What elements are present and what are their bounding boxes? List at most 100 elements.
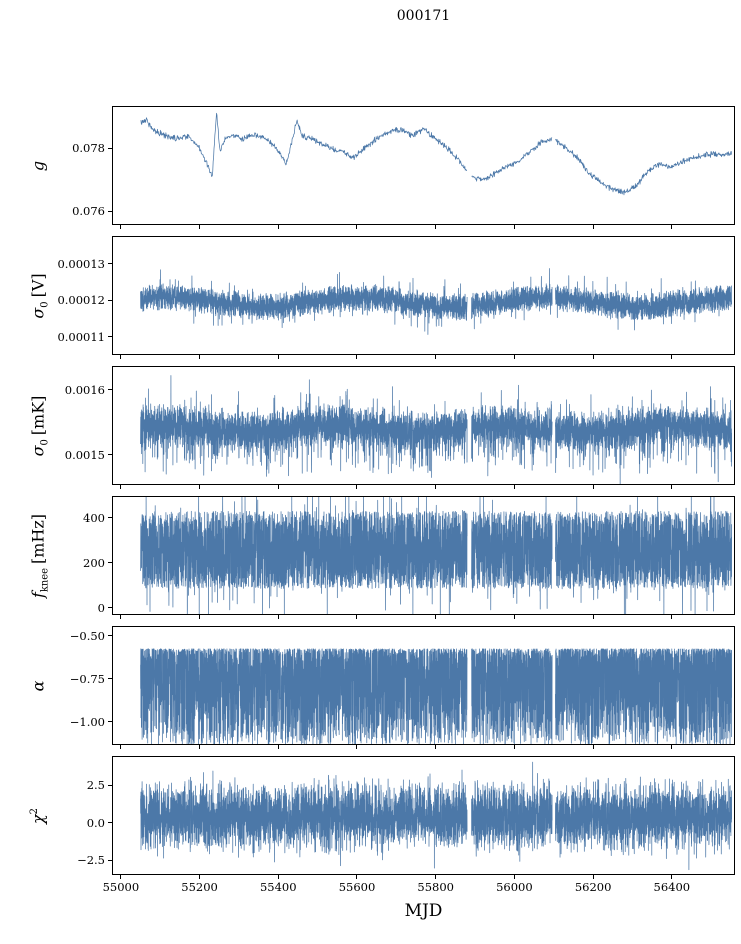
x-tick bbox=[120, 745, 122, 749]
x-tick bbox=[592, 615, 594, 619]
y-tick bbox=[108, 454, 112, 456]
x-tick bbox=[513, 875, 515, 879]
x-tick bbox=[513, 615, 515, 619]
axis-symbol: g bbox=[28, 160, 47, 171]
y-tick bbox=[108, 263, 112, 265]
y-tick bbox=[108, 210, 112, 212]
x-tick bbox=[435, 485, 437, 489]
y-tick bbox=[108, 859, 112, 861]
panel-g bbox=[112, 106, 735, 225]
x-tick bbox=[671, 745, 673, 749]
y-tick-label: −2.5 bbox=[77, 853, 105, 868]
y-tick-label: 0.00013 bbox=[57, 256, 105, 271]
x-tick bbox=[435, 355, 437, 359]
x-tick bbox=[592, 355, 594, 359]
x-tick bbox=[592, 875, 594, 879]
x-tick-label: 56200 bbox=[574, 880, 612, 894]
x-tick-label: 56000 bbox=[496, 880, 533, 894]
x-tick bbox=[513, 745, 515, 749]
x-tick bbox=[671, 355, 673, 359]
x-tick bbox=[356, 485, 358, 489]
plot-canvas-g bbox=[113, 107, 734, 224]
x-tick-label: 55600 bbox=[338, 880, 376, 894]
y-tick-label: 0.0016 bbox=[64, 382, 105, 397]
y-tick bbox=[108, 678, 112, 680]
x-tick bbox=[356, 745, 358, 749]
x-tick bbox=[592, 225, 594, 229]
x-tick bbox=[435, 615, 437, 619]
y-tick-label: −1.00 bbox=[69, 714, 105, 729]
plot-canvas-f_knee bbox=[113, 497, 734, 614]
x-tick bbox=[277, 225, 279, 229]
x-tick-label: 55000 bbox=[102, 880, 140, 894]
x-tick-label: 55400 bbox=[259, 880, 297, 894]
axis-symbol: σ bbox=[28, 307, 47, 319]
plot-canvas-chi2 bbox=[113, 757, 734, 874]
plot-canvas-sigma0_mK bbox=[113, 367, 734, 484]
x-tick bbox=[277, 615, 279, 619]
x-tick-label: 56400 bbox=[653, 880, 691, 894]
x-tick bbox=[199, 745, 201, 749]
x-tick bbox=[120, 485, 122, 489]
y-tick-label: −0.75 bbox=[69, 671, 105, 686]
y-tick bbox=[108, 562, 112, 564]
x-tick bbox=[120, 225, 122, 229]
panel-sigma0_mK bbox=[112, 366, 735, 485]
x-tick bbox=[671, 875, 673, 879]
x-tick bbox=[120, 875, 122, 879]
x-axis-label: MJD bbox=[404, 901, 443, 921]
x-tick bbox=[513, 485, 515, 489]
y-tick bbox=[108, 517, 112, 519]
x-tick bbox=[435, 875, 437, 879]
y-tick bbox=[108, 721, 112, 723]
y-tick-label: 0.076 bbox=[72, 204, 105, 219]
y-tick bbox=[108, 336, 112, 338]
y-tick bbox=[108, 147, 112, 149]
y-tick bbox=[108, 299, 112, 301]
x-tick bbox=[199, 225, 201, 229]
x-tick bbox=[277, 355, 279, 359]
x-tick bbox=[435, 745, 437, 749]
y-tick bbox=[108, 389, 112, 391]
x-tick bbox=[671, 485, 673, 489]
x-tick bbox=[277, 875, 279, 879]
y-tick bbox=[108, 784, 112, 786]
panel-sigma0_V bbox=[112, 236, 735, 355]
panel-chi2 bbox=[112, 756, 735, 875]
y-tick bbox=[108, 635, 112, 637]
x-tick bbox=[120, 355, 122, 359]
y-tick bbox=[108, 607, 112, 609]
plot-canvas-alpha bbox=[113, 627, 734, 744]
panel-f_knee bbox=[112, 496, 735, 615]
x-tick-label: 55200 bbox=[181, 880, 218, 894]
chart-title: 000171 bbox=[396, 8, 451, 24]
x-tick bbox=[199, 615, 201, 619]
x-tick bbox=[435, 225, 437, 229]
y-tick-label: 2.5 bbox=[86, 778, 105, 793]
x-tick bbox=[356, 615, 358, 619]
x-tick bbox=[120, 615, 122, 619]
x-tick bbox=[513, 355, 515, 359]
x-tick bbox=[199, 875, 201, 879]
y-tick-label: 0.078 bbox=[72, 141, 105, 156]
y-tick-label: 0.00011 bbox=[57, 329, 105, 344]
x-tick bbox=[199, 485, 201, 489]
y-tick-label: −0.50 bbox=[69, 628, 105, 643]
x-tick bbox=[277, 745, 279, 749]
y-tick bbox=[108, 822, 112, 824]
x-tick bbox=[592, 745, 594, 749]
x-tick bbox=[356, 355, 358, 359]
x-tick bbox=[592, 485, 594, 489]
y-tick-label: 200 bbox=[83, 555, 105, 570]
y-tick-label: 0.00012 bbox=[57, 293, 105, 308]
y-tick-label: 400 bbox=[83, 510, 105, 525]
axis-symbol: f bbox=[28, 591, 47, 598]
x-tick bbox=[277, 485, 279, 489]
x-tick bbox=[671, 615, 673, 619]
panel-alpha bbox=[112, 626, 735, 745]
axis-unit: [mK] bbox=[28, 395, 47, 435]
x-tick bbox=[199, 355, 201, 359]
x-tick bbox=[513, 225, 515, 229]
x-tick-label: 55800 bbox=[417, 880, 454, 894]
